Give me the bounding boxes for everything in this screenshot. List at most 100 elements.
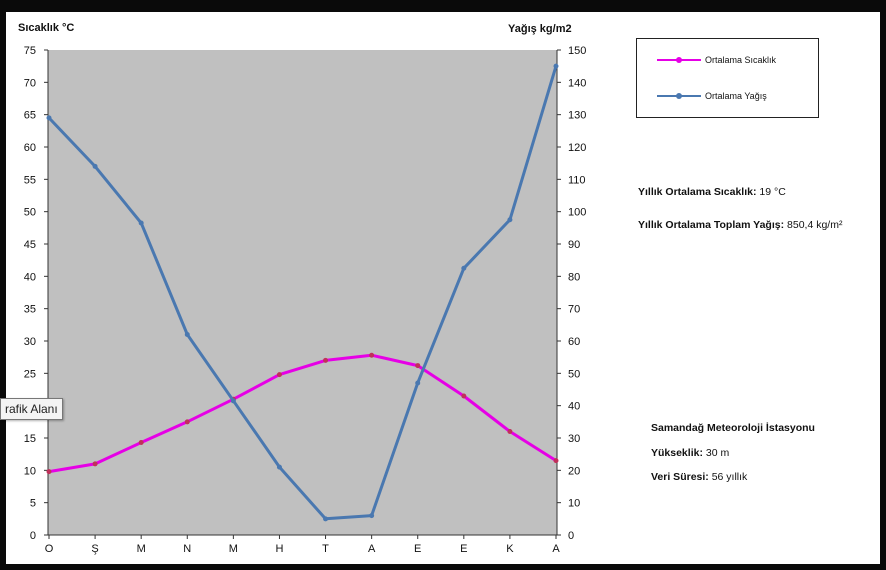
- station-duration-label: Veri Süresi:: [651, 471, 709, 483]
- temperature-data-point: [323, 357, 329, 363]
- left-tick-label: 40: [24, 271, 36, 283]
- precipitation-data-point: [323, 516, 329, 522]
- precipitation-data-point: [369, 513, 375, 519]
- station-elevation: Yükseklik: 30 m: [651, 447, 729, 459]
- x-tick-label: E: [414, 543, 421, 555]
- precipitation-data-point: [276, 464, 282, 470]
- left-tick-label: 0: [30, 530, 36, 542]
- left-tick-label: 30: [24, 336, 36, 348]
- temperature-data-point: [369, 352, 375, 358]
- right-tick-label: 20: [568, 465, 580, 477]
- temperature-legend-marker-icon: [676, 57, 682, 63]
- left-axis-title: Sıcaklık °C: [18, 22, 74, 34]
- station-duration-value: 56 yıllık: [711, 471, 748, 483]
- temperature-data-point: [461, 393, 467, 399]
- right-tick-label: 40: [568, 401, 580, 413]
- temperature-data-point: [507, 429, 513, 435]
- x-tick-label: E: [460, 543, 467, 555]
- legend-item-temperature: Ortalama Sıcaklık: [637, 53, 776, 67]
- left-tick-label: 60: [24, 142, 36, 154]
- right-axis-title: Yağış kg/m2: [508, 23, 572, 35]
- right-tick-label: 60: [568, 336, 580, 348]
- right-tick-label: 110: [568, 174, 586, 186]
- x-tick-label: N: [183, 543, 191, 555]
- legend-label-precipitation: Ortalama Yağış: [705, 91, 767, 101]
- temperature-data-point: [276, 372, 282, 378]
- precipitation-data-point: [138, 220, 144, 226]
- precipitation-legend-marker-icon: [676, 93, 682, 99]
- station-duration: Veri Süresi: 56 yıllık: [651, 471, 747, 483]
- left-tick-label: 35: [24, 304, 36, 316]
- right-tick-label: 50: [568, 368, 580, 380]
- x-tick-label: M: [229, 543, 238, 555]
- left-tick-label: 55: [24, 174, 36, 186]
- right-tick-label: 0: [568, 530, 574, 542]
- series-layer: [46, 63, 559, 522]
- temperature-data-point: [184, 419, 190, 425]
- temperature-data-point: [46, 469, 52, 475]
- temperature-data-point: [553, 458, 559, 464]
- station-elevation-label: Yükseklik:: [651, 447, 703, 459]
- temperature-legend-line-icon: [657, 57, 701, 63]
- annual-total-precip-label: Yıllık Ortalama Toplam Yağış:: [638, 219, 785, 231]
- right-tick-label: 90: [568, 239, 580, 251]
- left-tick-label: 5: [30, 498, 36, 510]
- temperature-data-point: [92, 461, 98, 467]
- left-tick-label: 15: [24, 433, 36, 445]
- precipitation-legend-line-icon: [657, 93, 701, 99]
- x-tick-label: M: [137, 543, 146, 555]
- left-tick-label: 70: [24, 77, 36, 89]
- x-tick-label: T: [322, 543, 329, 555]
- right-tick-label: 130: [568, 110, 586, 122]
- left-tick-label: 25: [24, 368, 36, 380]
- annual-total-precip: Yıllık Ortalama Toplam Yağış: 850,4 kg/m…: [638, 219, 842, 231]
- left-tick-label: 45: [24, 239, 36, 251]
- legend[interactable]: Ortalama Sıcaklık Ortalama Yağış: [636, 38, 819, 118]
- right-axis: 0 10 20 30 40 50 60 70 80 90 100 110 120 130 140 150: [556, 45, 586, 542]
- right-tick-label: 10: [568, 498, 580, 510]
- left-tick-label: 75: [24, 45, 36, 57]
- station-name: Samandağ Meteoroloji İstasyonu: [651, 422, 815, 434]
- x-tick-label: Ş: [91, 543, 98, 555]
- x-tick-label: O: [45, 543, 54, 555]
- left-axis: 051015202530354045505560657075: [24, 45, 49, 542]
- x-tick-label: A: [368, 543, 376, 555]
- annual-avg-temp-label: Yıllık Ortalama Sıcaklık:: [638, 186, 757, 198]
- x-tick-label: A: [552, 543, 560, 555]
- precipitation-data-point: [461, 265, 467, 271]
- precipitation-data-point: [184, 332, 190, 338]
- right-tick-label: 30: [568, 433, 580, 445]
- right-tick-label: 140: [568, 77, 586, 89]
- annual-avg-temp: Yıllık Ortalama Sıcaklık: 19 °C: [638, 186, 786, 198]
- right-tick-label: 100: [568, 207, 586, 219]
- precipitation-data-point: [553, 63, 559, 69]
- legend-label-temperature: Ortalama Sıcaklık: [705, 55, 777, 65]
- precipitation-data-point: [415, 380, 421, 386]
- annual-avg-temp-value: 19 °C: [759, 186, 786, 198]
- left-tick-label: 10: [24, 465, 36, 477]
- precipitation-data-point: [92, 163, 98, 169]
- left-tick-label: 65: [24, 110, 36, 122]
- right-tick-label: 150: [568, 45, 586, 57]
- temperature-data-point: [138, 440, 144, 446]
- precipitation-series-line: [47, 65, 558, 521]
- right-tick-label: 120: [568, 142, 586, 154]
- precipitation-data-point: [230, 398, 236, 404]
- window-top-border: [0, 0, 886, 12]
- x-tick-label: H: [275, 543, 283, 555]
- right-tick-label: 80: [568, 271, 580, 283]
- precipitation-data-point: [507, 217, 513, 223]
- chart-area-tooltip: rafik Alanı: [0, 398, 63, 420]
- temperature-series-line: [48, 353, 557, 474]
- x-tick-label: K: [506, 543, 514, 555]
- plot-area[interactable]: [48, 50, 557, 535]
- right-tick-label: 70: [568, 304, 580, 316]
- precipitation-data-point: [46, 115, 52, 121]
- left-tick-label: 50: [24, 207, 36, 219]
- temperature-data-point: [415, 363, 421, 369]
- annual-total-precip-value: 850,4 kg/m²: [787, 219, 843, 231]
- legend-item-precipitation: Ortalama Yağış: [637, 89, 767, 103]
- station-elevation-value: 30 m: [705, 447, 730, 459]
